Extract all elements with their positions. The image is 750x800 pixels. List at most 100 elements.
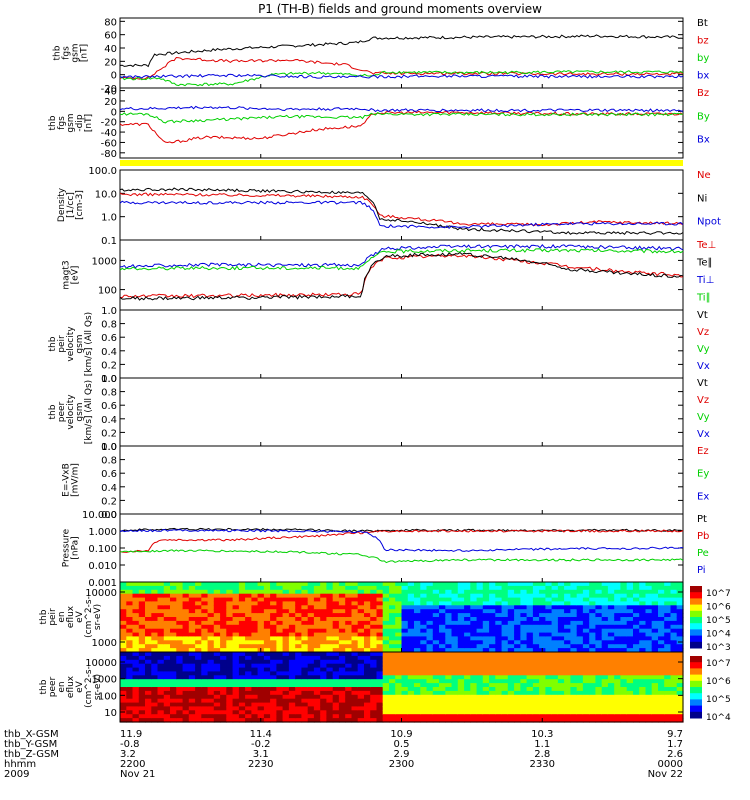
heatmap-cell: [620, 675, 628, 680]
heatmap-cell: [670, 687, 678, 692]
heatmap-cell: [545, 698, 553, 704]
heatmap-cell: [607, 585, 615, 591]
heatmap-cell: [664, 644, 672, 649]
heatmap-cell: [426, 605, 434, 610]
heatmap-cell: [126, 624, 134, 630]
heatmap-cell: [582, 620, 590, 626]
heatmap-cell: [345, 620, 353, 626]
heatmap-cell: [395, 698, 403, 704]
heatmap-cell: [151, 718, 159, 723]
heatmap-cell: [238, 644, 246, 649]
heatmap-cell: [232, 652, 240, 657]
heatmap-cell: [426, 644, 434, 649]
heatmap-cell: [345, 714, 353, 719]
heatmap-cell: [658, 683, 665, 688]
y-axis-label-line: [nT]: [80, 44, 90, 62]
heatmap-cell: [207, 675, 215, 680]
heatmap-cell: [439, 687, 446, 692]
colorbar-segment: [690, 656, 702, 663]
heatmap-cell: [188, 597, 196, 603]
heatmap-cell: [232, 718, 240, 723]
y-tick-label: 20: [104, 97, 117, 108]
heatmap-cell: [614, 648, 622, 653]
heatmap-cell: [601, 714, 609, 719]
heatmap-cell: [357, 632, 365, 638]
heatmap-cell: [351, 655, 359, 661]
heatmap-cell: [238, 655, 246, 661]
heatmap-cell: [457, 605, 465, 610]
heatmap-cell: [238, 628, 246, 634]
heatmap-cell: [576, 605, 584, 610]
heatmap-cell: [470, 585, 478, 591]
heatmap-cell: [564, 632, 571, 638]
heatmap-cell: [288, 644, 296, 649]
heatmap-cell: [526, 585, 534, 591]
heatmap-cell: [526, 702, 534, 708]
x-axis-value: 1.1: [534, 739, 550, 750]
heatmap-cell: [676, 632, 684, 638]
heatmap-cell: [213, 632, 221, 638]
heatmap-cell: [195, 714, 202, 719]
heatmap-cell: [276, 605, 284, 610]
heatmap-cell: [539, 679, 546, 684]
heatmap-cell: [182, 679, 190, 684]
heatmap-cell: [276, 589, 284, 595]
heatmap-cell: [332, 605, 340, 610]
heatmap-cell: [614, 617, 622, 622]
heatmap-cell: [295, 671, 303, 676]
heatmap-cell: [633, 601, 640, 606]
heatmap-cell: [407, 655, 415, 661]
heatmap-cell: [213, 593, 221, 599]
heatmap-cell: [370, 644, 378, 649]
heatmap-cell: [238, 690, 246, 696]
heatmap-cell: [557, 609, 565, 614]
heatmap-cell: [589, 718, 597, 723]
heatmap-cell: [232, 636, 240, 641]
heatmap-cell: [589, 683, 597, 688]
heatmap-cell: [576, 620, 584, 626]
heatmap-cell: [670, 644, 678, 649]
heatmap-cell: [270, 597, 277, 603]
heatmap-cell: [676, 585, 684, 591]
heatmap-cell: [539, 710, 546, 715]
y-tick-label: -20: [101, 118, 117, 129]
heatmap-cell: [526, 632, 534, 638]
heatmap-cell: [313, 632, 321, 638]
heatmap-cell: [457, 613, 465, 618]
heatmap-cell: [195, 679, 202, 684]
heatmap-cell: [495, 617, 503, 622]
heatmap-cell: [426, 706, 434, 711]
heatmap-cell: [295, 601, 303, 606]
heatmap-cell: [464, 698, 471, 704]
heatmap-cell: [564, 690, 571, 696]
heatmap-cell: [407, 644, 415, 649]
heatmap-cell: [332, 601, 340, 606]
heatmap-cell: [138, 694, 146, 700]
heatmap-cell: [338, 601, 346, 606]
heatmap-cell: [676, 605, 684, 610]
heatmap-cell: [526, 667, 534, 673]
heatmap-cell: [382, 628, 390, 634]
heatmap-cell: [270, 667, 277, 673]
heatmap-cell: [582, 597, 590, 603]
heatmap-cell: [301, 609, 309, 614]
heatmap-cell: [238, 593, 246, 599]
heatmap-cell: [270, 698, 277, 704]
heatmap-cell: [557, 683, 565, 688]
heatmap-cell: [295, 667, 303, 673]
heatmap-cell: [282, 617, 290, 622]
heatmap-cell: [639, 597, 647, 603]
heatmap-cell: [401, 613, 409, 618]
heatmap-cell: [526, 687, 534, 692]
heatmap-cell: [326, 687, 334, 692]
heatmap-cell: [163, 620, 171, 626]
heatmap-cell: [595, 597, 603, 603]
heatmap-cell: [351, 617, 359, 622]
heatmap-cell: [664, 714, 672, 719]
heatmap-cell: [338, 613, 346, 618]
heatmap-cell: [439, 628, 446, 634]
heatmap-cell: [176, 632, 184, 638]
heatmap-cell: [664, 710, 672, 715]
heatmap-cell: [564, 706, 571, 711]
heatmap-cell: [345, 632, 353, 638]
